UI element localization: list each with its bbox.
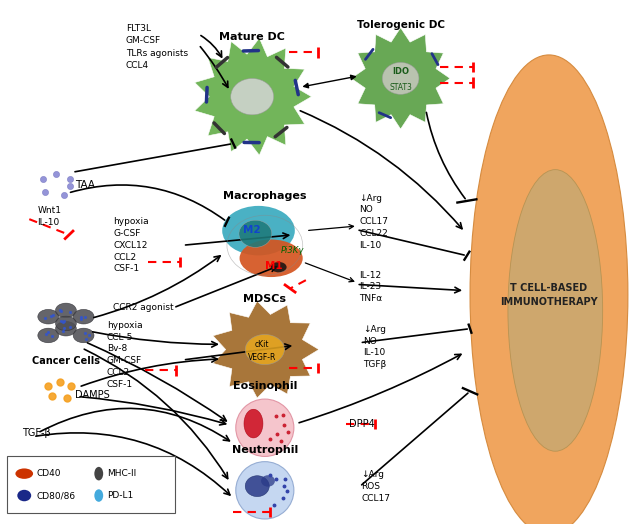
Text: TAA: TAA — [75, 180, 96, 190]
Text: T CELL-BASED
IMMUNOTHERAPY: T CELL-BASED IMMUNOTHERAPY — [500, 283, 598, 307]
Text: IDO: IDO — [392, 66, 409, 75]
Ellipse shape — [508, 170, 603, 451]
Text: Neutrophil: Neutrophil — [232, 445, 298, 455]
Ellipse shape — [236, 399, 294, 456]
Text: DAMPS: DAMPS — [75, 391, 110, 401]
Text: Eosinophil: Eosinophil — [233, 381, 297, 391]
Ellipse shape — [38, 328, 59, 343]
Polygon shape — [213, 301, 319, 398]
Text: TGF-β: TGF-β — [22, 428, 50, 438]
Text: ↓Arg
ROS
CCL17: ↓Arg ROS CCL17 — [361, 471, 390, 503]
Text: IL-12
IL-23
TNFα: IL-12 IL-23 TNFα — [359, 271, 383, 303]
Text: STAT3: STAT3 — [389, 83, 412, 92]
Ellipse shape — [240, 239, 303, 277]
Ellipse shape — [73, 328, 94, 343]
Ellipse shape — [55, 303, 76, 318]
Ellipse shape — [38, 309, 59, 324]
Ellipse shape — [222, 206, 295, 256]
Text: MHC-II: MHC-II — [108, 469, 137, 478]
Text: MDSCs: MDSCs — [243, 294, 286, 304]
Ellipse shape — [271, 262, 287, 272]
Text: cKit: cKit — [254, 340, 269, 349]
Ellipse shape — [382, 62, 419, 94]
Text: ↓Arg
NO
CCL17
CCL22
IL-10: ↓Arg NO CCL17 CCL22 IL-10 — [359, 194, 389, 250]
Ellipse shape — [94, 467, 103, 481]
Ellipse shape — [15, 469, 33, 479]
Ellipse shape — [73, 309, 94, 324]
Text: M1: M1 — [266, 261, 283, 271]
Ellipse shape — [55, 321, 76, 336]
Ellipse shape — [94, 489, 103, 502]
Text: Tolerogenic DC: Tolerogenic DC — [357, 20, 445, 30]
Ellipse shape — [236, 462, 294, 519]
Ellipse shape — [261, 475, 275, 486]
Text: Macrophages: Macrophages — [223, 191, 306, 201]
Ellipse shape — [245, 335, 284, 365]
Text: M2: M2 — [243, 225, 261, 235]
Ellipse shape — [239, 220, 272, 247]
Polygon shape — [195, 38, 311, 155]
Text: CD80/86: CD80/86 — [37, 491, 76, 500]
Text: ↓Arg
NO
IL-10
TGFβ: ↓Arg NO IL-10 TGFβ — [362, 325, 386, 369]
Ellipse shape — [55, 316, 76, 331]
Text: CD40: CD40 — [37, 469, 61, 478]
Ellipse shape — [245, 476, 269, 496]
Text: VEGF-R: VEGF-R — [248, 353, 276, 362]
Text: Wnt1
IL-10: Wnt1 IL-10 — [38, 206, 62, 227]
Polygon shape — [351, 28, 450, 129]
Text: FLT3L
GM-CSF
TLRs agonists
CCL4: FLT3L GM-CSF TLRs agonists CCL4 — [126, 24, 188, 70]
Ellipse shape — [231, 79, 274, 115]
Text: CCR2 agonist: CCR2 agonist — [113, 304, 174, 313]
FancyBboxPatch shape — [7, 456, 175, 513]
Text: Mature DC: Mature DC — [219, 32, 285, 42]
Text: hypoxia
CCL-5
Bv-8
GM-CSF
CCL2
CSF-1: hypoxia CCL-5 Bv-8 GM-CSF CCL2 CSF-1 — [107, 321, 143, 389]
Text: PD-L1: PD-L1 — [108, 491, 134, 500]
Circle shape — [17, 490, 31, 501]
Text: Pi3Kγ: Pi3Kγ — [281, 246, 304, 255]
Ellipse shape — [244, 409, 263, 438]
Text: Cancer Cells: Cancer Cells — [32, 356, 100, 366]
Ellipse shape — [470, 55, 628, 527]
Text: DPP4: DPP4 — [349, 419, 375, 429]
Text: hypoxia
G-CSF
CXCL12
CCL2
CSF-1: hypoxia G-CSF CXCL12 CCL2 CSF-1 — [113, 217, 149, 274]
